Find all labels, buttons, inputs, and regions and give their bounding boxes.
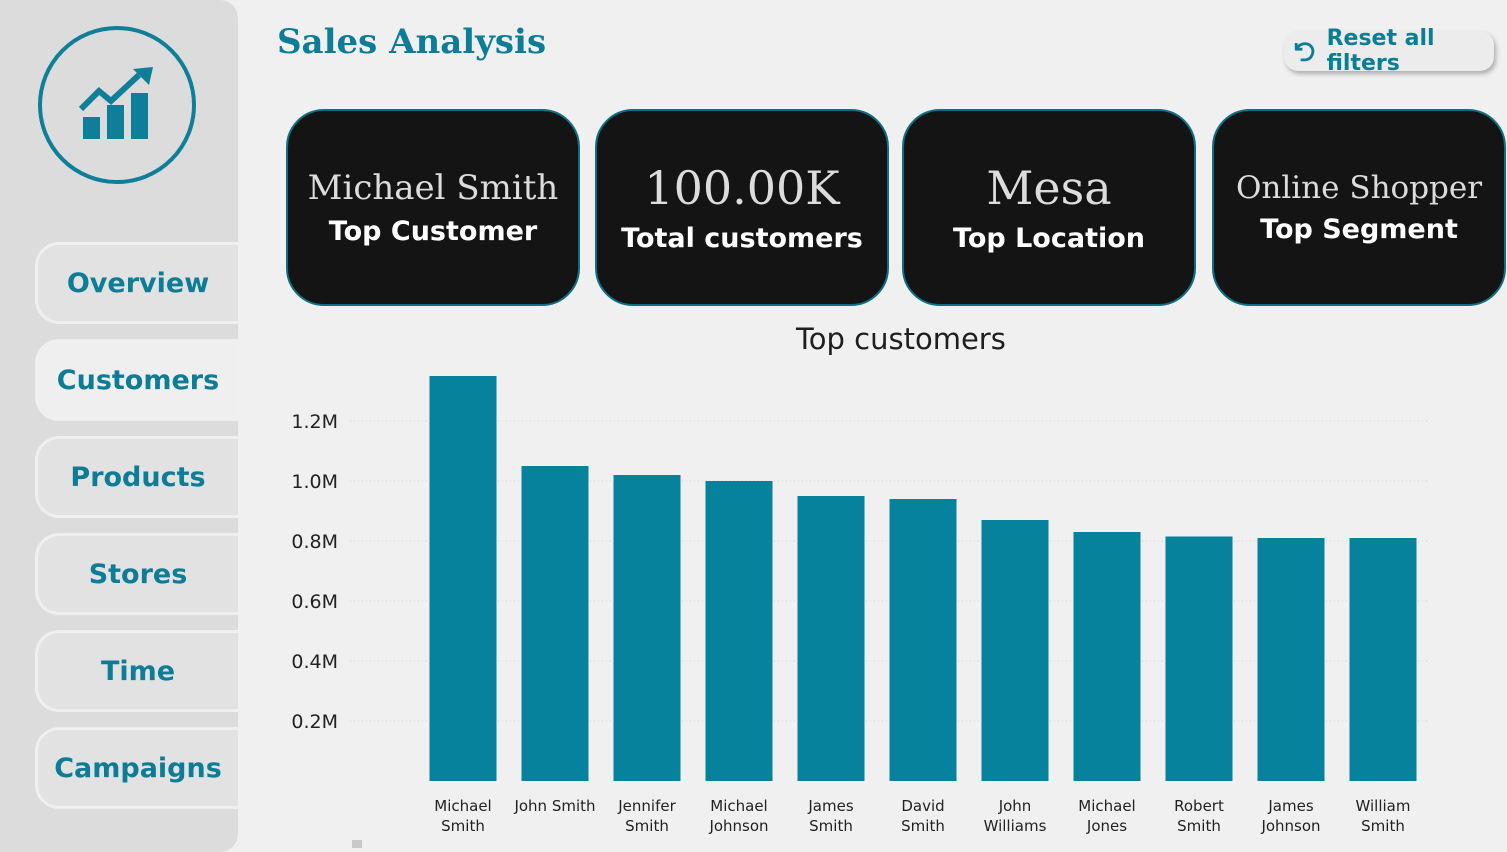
scroll-indicator[interactable] [352,840,362,848]
x-tick-label: James Johnson [1260,797,1320,835]
page-title: Sales Analysis [277,22,547,62]
sidebar-item-products[interactable]: Products [35,436,238,518]
reset-filters-button[interactable]: Reset all filters [1284,26,1494,76]
bar[interactable] [521,466,589,781]
x-tick-label: James Smith [807,797,853,835]
top-customers-bar-chart: 0.2M 0.4M 0.6M 0.8M 1.0M 1.2M Michael Smith John… [291,376,1430,835]
kpi-value: Michael Smith [307,168,559,208]
bar[interactable] [705,481,773,781]
kpi-card-top-customer: Michael Smith Top Customer [286,109,580,306]
bar[interactable] [1257,538,1325,781]
sidebar-item-stores[interactable]: Stores [35,533,238,615]
x-tick-label: John Williams [984,797,1047,835]
sidebar-item-label: Stores [88,558,188,590]
bar[interactable] [1165,536,1233,782]
y-tick-label: 0.6M [291,591,338,613]
bar[interactable] [613,475,681,781]
bar[interactable] [889,499,957,781]
undo-icon [1294,42,1315,62]
kpi-label: Top Customer [328,216,538,247]
sidebar-item-label: Time [100,655,176,687]
x-tick-label: Michael Johnson [708,797,768,835]
kpi-card-total-customers: 100.00K Total customers [595,109,889,306]
bar[interactable] [797,496,865,781]
sidebar: Overview Customers Products Stores Time … [0,0,238,852]
bar[interactable] [981,520,1049,781]
chart-title: Top customers [796,322,1006,356]
kpi-label: Top Location [952,223,1146,254]
x-tick-label: Michael Smith [434,797,491,835]
y-tick-label: 1.0M [291,471,338,493]
x-tick-label: William Smith [1356,797,1411,835]
kpi-value: 100.00K [644,161,840,215]
x-tick-label: David Smith [901,797,945,835]
sidebar-item-time[interactable]: Time [35,630,238,712]
bar[interactable] [429,376,497,781]
sidebar-item-customers[interactable]: Customers [35,339,238,421]
kpi-card-top-segment: Online Shopper Top Segment [1212,109,1506,306]
kpi-card-top-location: Mesa Top Location [902,109,1196,306]
growth-chart-icon [78,67,153,139]
kpi-label: Top Segment [1260,214,1458,245]
kpi-value: Online Shopper [1235,170,1483,206]
y-tick-label: 0.2M [291,711,338,733]
logo [38,26,196,184]
y-tick-label: 0.8M [291,531,338,553]
kpi-label: Total customers [621,223,863,254]
y-tick-label: 0.4M [291,651,338,673]
sidebar-item-label: Campaigns [54,752,222,784]
x-tick-label: John Smith [513,797,595,815]
y-tick-label: 1.2M [291,411,338,433]
sidebar-item-campaigns[interactable]: Campaigns [35,727,238,809]
sidebar-item-label: Customers [56,364,220,396]
x-tick-label: Michael Jones [1078,797,1135,835]
sidebar-item-label: Overview [66,267,210,299]
reset-filters-label: Reset all filters [1326,26,1435,76]
sidebar-item-label: Products [70,461,206,493]
bar[interactable] [1349,538,1417,781]
x-tick-label: Robert Smith [1174,797,1224,835]
bar[interactable] [1073,532,1141,781]
sidebar-item-overview[interactable]: Overview [35,242,238,324]
kpi-value: Mesa [986,161,1112,215]
x-tick-label: Jennifer Smith [617,797,676,835]
